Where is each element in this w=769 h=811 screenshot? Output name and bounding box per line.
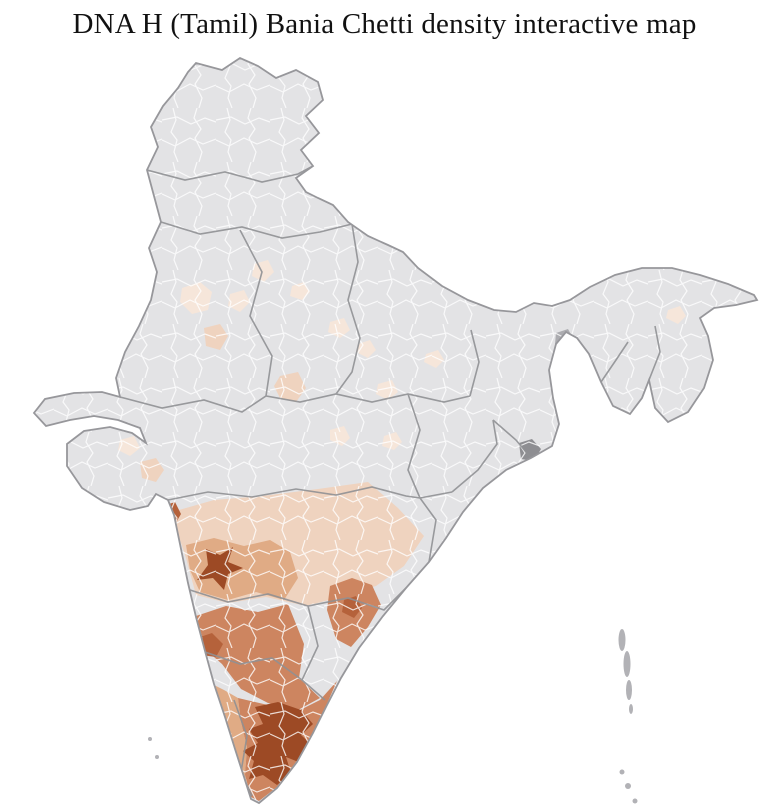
nicobar-islands [619,769,638,804]
nicobar-island-2 [625,783,631,789]
coastline-outline [32,56,759,805]
district-grid-overlay [34,58,757,803]
andaman-island-1 [618,629,626,651]
andaman-island-3 [626,680,632,700]
andaman-islands [618,629,633,714]
andaman-island-2 [623,651,631,677]
nicobar-island-1 [619,769,625,775]
lakshadweep-islands [148,737,159,759]
state-borders [119,165,661,797]
lakshadweep-island-1 [148,737,152,741]
nicobar-island-3 [632,798,638,804]
andaman-island-4 [629,704,633,714]
lakshadweep-island-2 [155,755,159,759]
page-title: DNA H (Tamil) Bania Chetti density inter… [72,8,697,40]
